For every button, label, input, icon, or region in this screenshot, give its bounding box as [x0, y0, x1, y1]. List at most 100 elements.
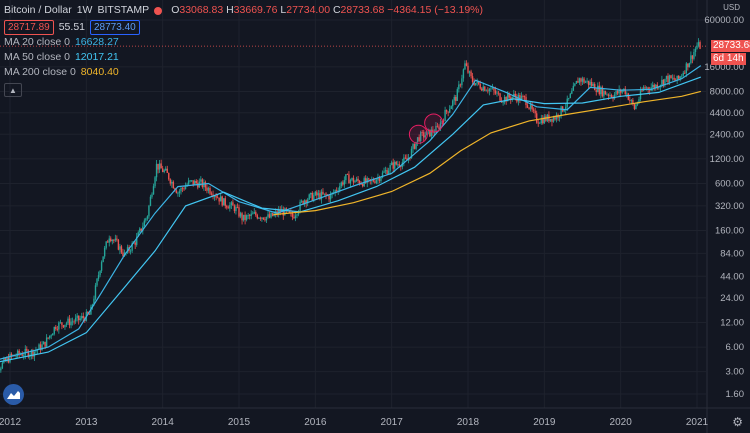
- candle-body: [296, 214, 298, 216]
- bar-countdown-tag: 6d 14h: [711, 53, 746, 66]
- candle-body: [540, 118, 542, 123]
- candle-body: [293, 217, 295, 219]
- x-tick-label-2016: 2016: [304, 417, 327, 428]
- candle-body: [180, 188, 182, 192]
- candle-body: [481, 88, 483, 91]
- candle-body: [536, 113, 538, 123]
- candle-body: [216, 197, 219, 199]
- collapse-legend-button[interactable]: ▲: [4, 83, 22, 97]
- candle-body: [688, 63, 691, 68]
- candle-body: [238, 207, 240, 217]
- candle-body: [103, 247, 106, 257]
- gear-icon[interactable]: ⚙: [732, 415, 743, 429]
- candle-body: [455, 97, 457, 101]
- candle-body: [377, 177, 379, 180]
- candle-body: [45, 337, 48, 347]
- candle-body: [195, 180, 197, 184]
- candle-body: [27, 350, 30, 357]
- candle-body: [522, 95, 524, 97]
- candle-body: [343, 180, 346, 185]
- candle-body: [484, 86, 486, 91]
- candle-body: [456, 89, 459, 101]
- candle-body: [229, 205, 231, 209]
- candle-body: [307, 199, 309, 204]
- candle-body: [184, 185, 187, 190]
- candle-body: [568, 97, 570, 99]
- candle-body: [91, 304, 94, 307]
- candle-body: [233, 205, 236, 212]
- candle-body: [328, 195, 330, 200]
- candle-body: [395, 161, 397, 165]
- candle-body: [424, 135, 426, 138]
- candle-body: [271, 213, 274, 216]
- candle-body: [134, 242, 136, 245]
- candle-body: [308, 194, 310, 200]
- candle-body: [142, 226, 144, 231]
- candle-body: [465, 63, 468, 66]
- candle-body: [664, 78, 666, 85]
- candle-body: [537, 122, 539, 124]
- candle-body: [635, 104, 637, 109]
- candle-body: [597, 85, 599, 93]
- candle-body: [42, 341, 45, 345]
- candle-body: [502, 102, 504, 104]
- tradingview-logo-icon[interactable]: [3, 384, 24, 405]
- indicator-ma20[interactable]: MA 20 close 0 16628.27: [4, 36, 119, 48]
- candle-body: [102, 256, 104, 263]
- sell-button[interactable]: 28717.89: [4, 20, 54, 35]
- buy-button[interactable]: 28773.40: [90, 20, 140, 35]
- indicator-ma50[interactable]: MA 50 close 0 12017.21: [4, 51, 119, 63]
- candle-body: [139, 228, 141, 233]
- candle-body: [387, 170, 390, 175]
- candle-body: [81, 316, 83, 319]
- candle-body: [667, 75, 669, 83]
- candle-body: [314, 191, 317, 196]
- candle-body: [221, 196, 223, 206]
- candle-body: [476, 80, 478, 84]
- candle-body: [316, 191, 318, 196]
- candle-body: [496, 92, 498, 94]
- candle-body: [154, 177, 156, 187]
- interval-label[interactable]: 1W: [76, 4, 93, 16]
- candle-body: [300, 200, 303, 202]
- candle-body: [589, 81, 591, 86]
- candle-body: [438, 126, 440, 129]
- candle-body: [224, 198, 226, 206]
- candle-body: [506, 93, 509, 102]
- candle-body: [653, 84, 655, 89]
- candle-body: [235, 206, 237, 212]
- candle-body: [404, 157, 407, 159]
- bid-ask-row: 28717.89 55.51 28773.40: [4, 20, 483, 35]
- candle-body: [619, 89, 622, 93]
- candle-body: [571, 90, 573, 94]
- candle-body: [30, 350, 33, 356]
- indicator-ma200[interactable]: MA 200 close 0 8040.40: [4, 66, 119, 78]
- candle-body: [265, 216, 268, 221]
- candle-body: [448, 108, 451, 113]
- candle-body: [18, 350, 20, 355]
- x-tick-label-2014: 2014: [152, 417, 175, 428]
- candle-body: [636, 102, 639, 105]
- candle-body: [24, 348, 26, 356]
- candle-body: [270, 213, 272, 218]
- candle-body: [416, 137, 419, 142]
- candle-body: [661, 79, 663, 86]
- candle-body: [621, 90, 623, 93]
- candle-body: [497, 92, 500, 94]
- symbol-name[interactable]: Bitcoin / Dollar: [4, 4, 72, 16]
- candle-body: [52, 333, 54, 336]
- candle-body: [311, 192, 313, 201]
- candle-body: [645, 87, 648, 89]
- candle-body: [615, 91, 617, 95]
- candle-body: [413, 144, 416, 149]
- candle-body: [426, 130, 428, 136]
- exchange-label[interactable]: BITSTAMP: [97, 4, 150, 16]
- candle-body: [163, 170, 165, 172]
- candle-body: [1, 362, 4, 369]
- candle-body: [67, 318, 69, 324]
- x-tick-label-2020: 2020: [610, 417, 633, 428]
- candle-body: [259, 217, 262, 219]
- candle-body: [694, 48, 697, 53]
- candle-body: [248, 215, 251, 217]
